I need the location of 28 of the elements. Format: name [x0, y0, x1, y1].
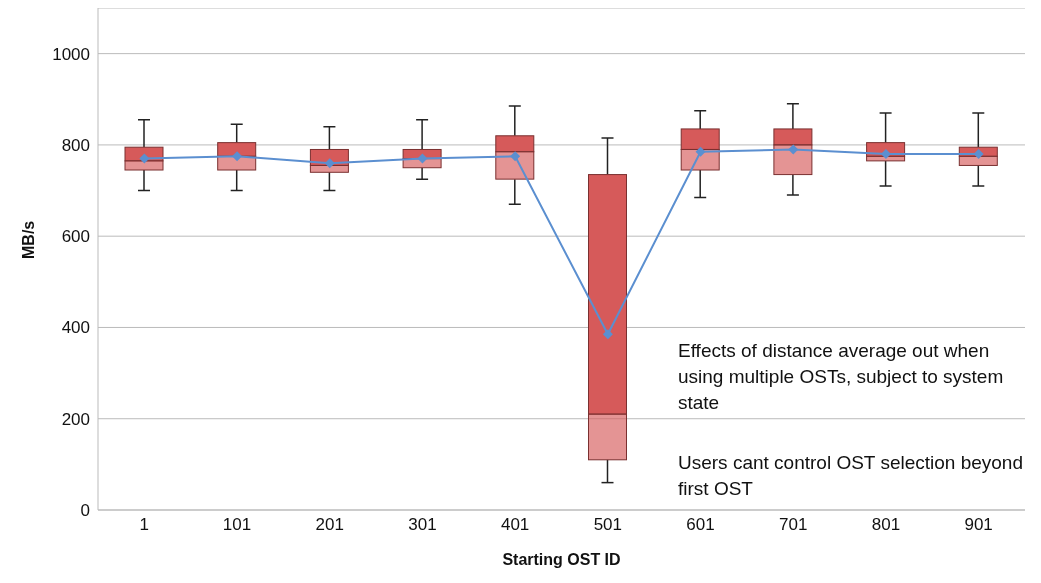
point [417, 153, 428, 164]
x-tick-label: 301 [408, 515, 437, 535]
point [232, 151, 243, 162]
x-tick-label: 201 [315, 515, 344, 535]
point [510, 151, 521, 162]
point [324, 158, 335, 169]
x-tick-label: 701 [779, 515, 808, 535]
x-axis-title: Starting OST ID [502, 551, 621, 568]
y-tick-label: 600 [61, 227, 90, 247]
y-tick-label: 1000 [52, 44, 90, 64]
annotation: Effects of distance average out when using multiple OSTs, subject to system state [678, 339, 1005, 415]
point [602, 329, 613, 340]
point [695, 146, 706, 157]
x-tick-label: 901 [964, 515, 993, 535]
x-tick-label: 401 [500, 515, 530, 535]
annotation: Users cant control OST selection beyond first OST [678, 451, 1023, 501]
y-tick-label: 800 [61, 135, 90, 155]
x-tick-label: 101 [222, 515, 252, 535]
point [788, 144, 799, 155]
x-tick-label: 1 [139, 515, 150, 535]
x-tick-label: 801 [871, 515, 901, 535]
point [973, 149, 984, 160]
x-tick-label: 501 [593, 515, 623, 535]
y-tick-label: 200 [61, 409, 90, 429]
x-tick-label: 601 [686, 515, 715, 535]
y-tick-label: 400 [61, 318, 90, 338]
y-tick-label: 0 [80, 501, 90, 521]
y-axis-title: MB/s [19, 220, 37, 259]
